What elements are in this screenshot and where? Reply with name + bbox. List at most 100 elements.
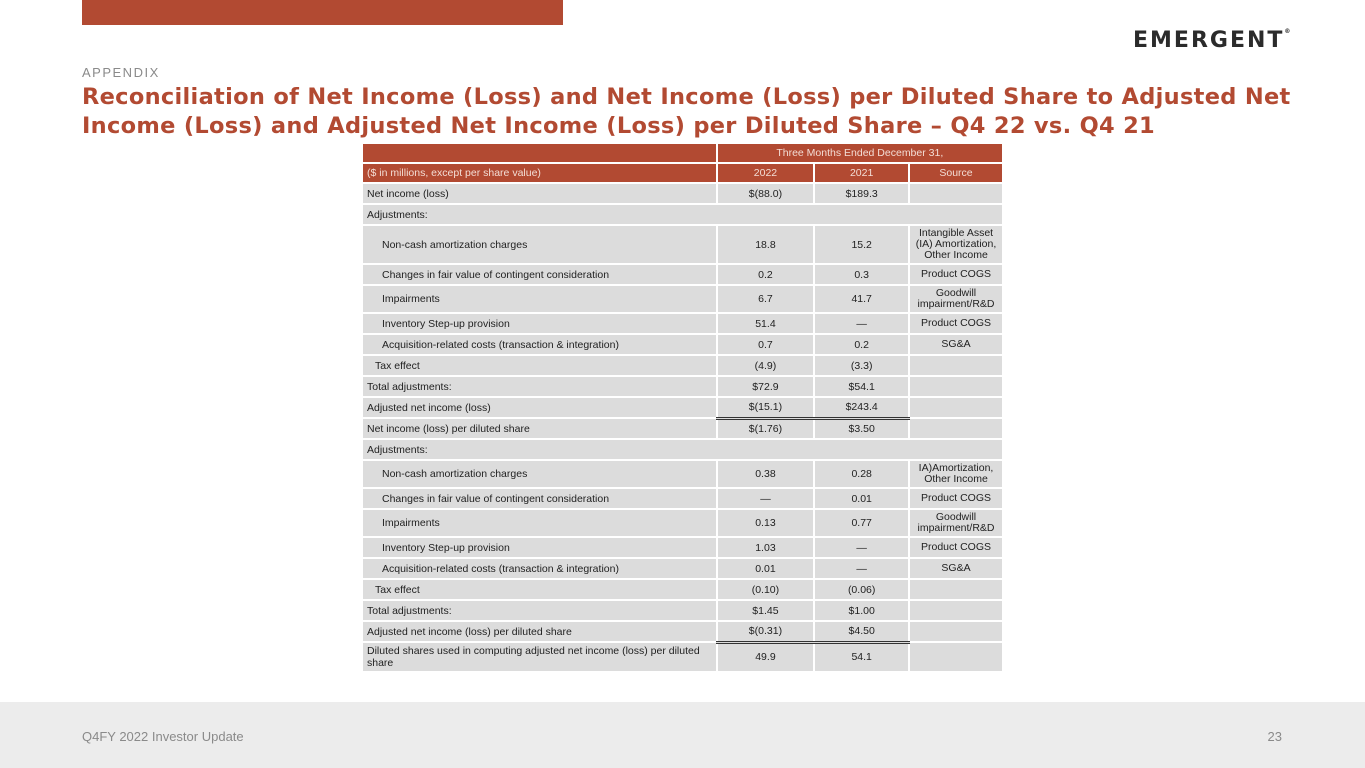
value-2021: — bbox=[813, 312, 911, 335]
table-row: Non-cash amortization charges 18.8 15.2 Int… bbox=[361, 224, 1004, 265]
row-label: Tax effect bbox=[361, 354, 718, 377]
table-row: Total adjustments: $1.45 $1.00 bbox=[361, 599, 1004, 622]
value-2021: 0.01 bbox=[813, 487, 911, 510]
value-2021: $4.50 bbox=[813, 620, 911, 644]
value-2021: $243.4 bbox=[813, 396, 911, 420]
footer-title: Q4FY 2022 Investor Update bbox=[82, 729, 244, 744]
table-row: Impairments 0.13 0.77 Goodwill impairment/R… bbox=[361, 508, 1004, 538]
row-label: Impairments bbox=[361, 284, 718, 314]
table-row: Adjusted net income (loss) per diluted s… bbox=[361, 620, 1004, 644]
value-2022: — bbox=[715, 487, 816, 510]
row-label: Changes in fair value of contingent cons… bbox=[361, 263, 718, 286]
table-row: Changes in fair value of contingent cons… bbox=[361, 263, 1004, 286]
row-label: Changes in fair value of contingent cons… bbox=[361, 487, 718, 510]
source-cell bbox=[908, 599, 1004, 622]
source-cell: Product COGS bbox=[908, 312, 1004, 335]
table-row: Changes in fair value of contingent cons… bbox=[361, 487, 1004, 510]
row-label: Adjusted net income (loss) bbox=[361, 396, 718, 419]
value-2022: $(0.31) bbox=[715, 620, 816, 644]
value-2021: 0.77 bbox=[813, 508, 911, 538]
table-row: Net income (loss) per diluted share $(1.7… bbox=[361, 417, 1004, 440]
value-2021: — bbox=[813, 536, 911, 559]
value-2022: (4.9) bbox=[715, 354, 816, 377]
table-row: Total adjustments: $72.9 $54.1 bbox=[361, 375, 1004, 398]
value-2022: 0.38 bbox=[715, 459, 816, 489]
table-row: Net income (loss) $(88.0) $189.3 bbox=[361, 182, 1004, 205]
value-2022: 0.2 bbox=[715, 263, 816, 286]
value-2022: 0.13 bbox=[715, 508, 816, 538]
page-title: Reconciliation of Net Income (Loss) and … bbox=[82, 84, 1291, 139]
source-cell bbox=[908, 182, 1004, 205]
value-2021: 0.2 bbox=[813, 333, 911, 356]
value-2022: $(88.0) bbox=[715, 182, 816, 205]
header-blank bbox=[361, 142, 718, 164]
value-2021: (0.06) bbox=[813, 578, 911, 601]
table-row: Impairments 6.7 41.7 Goodwill impairment/R&… bbox=[361, 284, 1004, 314]
period-header: Three Months Ended December 31, bbox=[715, 142, 1005, 164]
source-cell bbox=[908, 417, 1004, 440]
table-row: Adjustments: bbox=[361, 438, 1004, 461]
value-2021: 0.3 bbox=[813, 263, 911, 286]
value-2022: $(15.1) bbox=[715, 396, 816, 420]
source-cell: Goodwill impairment/R&D bbox=[908, 508, 1004, 538]
emergent-logo: EMERGENT® bbox=[1133, 28, 1293, 53]
row-label: Adjusted net income (loss) per diluted s… bbox=[361, 620, 718, 643]
value-2022: $1.45 bbox=[715, 599, 816, 622]
row-label: Adjustments: bbox=[361, 203, 1004, 226]
accent-bar bbox=[82, 0, 563, 25]
source-cell: Goodwill impairment/R&D bbox=[908, 284, 1004, 314]
row-label: Inventory Step-up provision bbox=[361, 312, 718, 335]
row-label: Acquisition-related costs (transaction &… bbox=[361, 333, 718, 356]
source-cell: Product COGS bbox=[908, 487, 1004, 510]
row-label: Non-cash amortization charges bbox=[361, 224, 718, 265]
value-2022: 0.7 bbox=[715, 333, 816, 356]
reconciliation-table: Three Months Ended December 31, ($ in mi… bbox=[361, 142, 1005, 673]
value-2022: 49.9 bbox=[715, 641, 816, 673]
page-number: 23 bbox=[1267, 729, 1282, 744]
col-source: Source bbox=[908, 162, 1004, 184]
row-label: Total adjustments: bbox=[361, 599, 718, 622]
unit-label: ($ in millions, except per share value) bbox=[361, 162, 718, 184]
source-cell: Product COGS bbox=[908, 536, 1004, 559]
row-label: Tax effect bbox=[361, 578, 718, 601]
value-2021: (3.3) bbox=[813, 354, 911, 377]
source-cell bbox=[908, 641, 1004, 673]
value-2022: 51.4 bbox=[715, 312, 816, 335]
footer: Q4FY 2022 Investor Update 23 bbox=[0, 702, 1365, 768]
value-2021: 54.1 bbox=[813, 641, 911, 673]
source-cell bbox=[908, 620, 1004, 643]
row-label: Acquisition-related costs (transaction &… bbox=[361, 557, 718, 580]
col-2021: 2021 bbox=[813, 162, 911, 184]
source-cell: SG&A bbox=[908, 333, 1004, 356]
value-2021: $189.3 bbox=[813, 182, 911, 205]
row-label: Non-cash amortization charges bbox=[361, 459, 718, 489]
row-label: Net income (loss) bbox=[361, 182, 718, 205]
source-cell: IA)Amortization, Other Income bbox=[908, 459, 1004, 489]
source-cell bbox=[908, 396, 1004, 419]
table-row: Inventory Step-up provision 51.4— Product … bbox=[361, 312, 1004, 335]
value-2022: 1.03 bbox=[715, 536, 816, 559]
table-row: Adjusted net income (loss) $(15.1) $243.4 bbox=[361, 396, 1004, 420]
source-cell: Intangible Asset (IA) Amortization, Othe… bbox=[908, 224, 1004, 265]
source-cell: SG&A bbox=[908, 557, 1004, 580]
value-2022: 6.7 bbox=[715, 284, 816, 314]
value-2021: 15.2 bbox=[813, 224, 911, 265]
row-label: Net income (loss) per diluted share bbox=[361, 417, 718, 440]
source-cell bbox=[908, 578, 1004, 601]
value-2022: 0.01 bbox=[715, 557, 816, 580]
value-2021: 41.7 bbox=[813, 284, 911, 314]
value-2021: $1.00 bbox=[813, 599, 911, 622]
table-row: Tax effect (0.10) (0.06) bbox=[361, 578, 1004, 601]
value-2022: $72.9 bbox=[715, 375, 816, 398]
value-2022: $(1.76) bbox=[715, 417, 816, 440]
table-row: Diluted shares used in computing adjuste… bbox=[361, 641, 1004, 673]
row-label: Adjustments: bbox=[361, 438, 1004, 461]
row-label: Total adjustments: bbox=[361, 375, 718, 398]
value-2022: (0.10) bbox=[715, 578, 816, 601]
table-row: Acquisition-related costs (transaction &… bbox=[361, 333, 1004, 356]
row-label: Inventory Step-up provision bbox=[361, 536, 718, 559]
section-label: APPENDIX bbox=[82, 65, 160, 80]
table-row: Acquisition-related costs (transaction &… bbox=[361, 557, 1004, 580]
value-2021: $3.50 bbox=[813, 417, 911, 440]
row-label: Diluted shares used in computing adjuste… bbox=[361, 641, 718, 673]
